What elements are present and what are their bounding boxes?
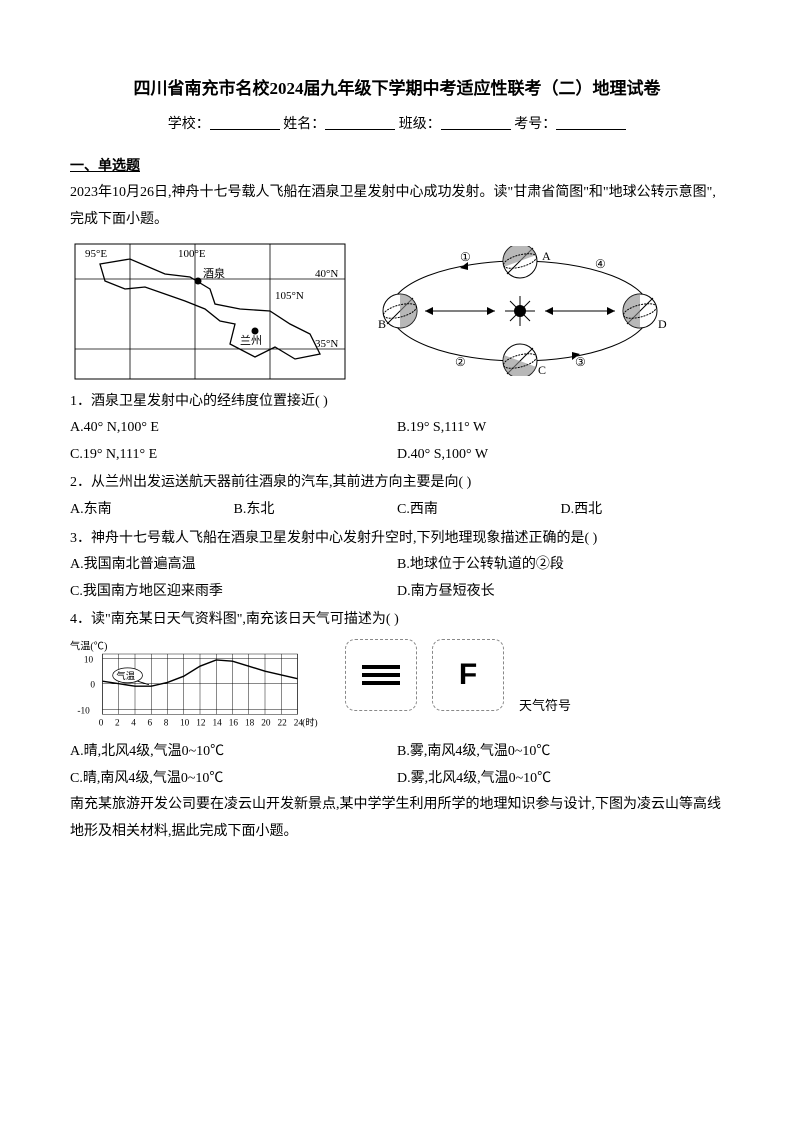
q4-figure-row: 气温(℃) 10 0 -10 024681012141618202224 (时)… bbox=[70, 639, 724, 734]
svg-text:95°E: 95°E bbox=[85, 248, 107, 260]
svg-text:兰州: 兰州 bbox=[240, 334, 262, 347]
q1-text: 1．酒泉卫星发射中心的经纬度位置接近( ) bbox=[70, 389, 724, 416]
weather-symbol-fog bbox=[345, 639, 417, 711]
q3-opt-c[interactable]: C.我国南方地区迎来雨季 bbox=[70, 579, 397, 606]
label-name: 姓名： bbox=[283, 117, 325, 132]
q1-opt-d[interactable]: D.40° S,100° W bbox=[397, 442, 724, 469]
q3-opt-d[interactable]: D.南方昼短夜长 bbox=[397, 579, 724, 606]
q1-opt-c[interactable]: C.19° N,111° E bbox=[70, 442, 397, 469]
svg-text:10: 10 bbox=[84, 655, 94, 665]
svg-text:6: 6 bbox=[148, 718, 153, 728]
q2-opt-a[interactable]: A.东南 bbox=[70, 497, 234, 524]
q4-options: A.晴,北风4级,气温0~10℃ B.雾,南风4级,气温0~10℃ C.晴,南风… bbox=[70, 739, 724, 792]
svg-text:2: 2 bbox=[115, 718, 120, 728]
svg-text:22: 22 bbox=[278, 718, 288, 728]
svg-text:4: 4 bbox=[131, 718, 136, 728]
q4-opt-d[interactable]: D.雾,北风4级,气温0~10℃ bbox=[397, 766, 724, 793]
svg-text:气温(℃): 气温(℃) bbox=[70, 639, 107, 652]
figure-row-1: 95°E 100°E 105°N 40°N 35°N 酒泉 兰州 bbox=[70, 239, 724, 384]
svg-text:②: ② bbox=[455, 355, 466, 369]
q3-text: 3．神舟十七号载人飞船在酒泉卫星发射中心发射升空时,下列地理现象描述正确的是( … bbox=[70, 526, 724, 553]
blank-school[interactable] bbox=[210, 113, 280, 130]
q1-opt-a[interactable]: A.40° N,100° E bbox=[70, 415, 397, 442]
q4-opt-c[interactable]: C.晴,南风4级,气温0~10℃ bbox=[70, 766, 397, 793]
gansu-map-figure: 95°E 100°E 105°N 40°N 35°N 酒泉 兰州 bbox=[70, 239, 350, 384]
q2-text: 2．从兰州出发运送航天器前往酒泉的汽车,其前进方向主要是向( ) bbox=[70, 470, 724, 497]
label-class: 班级： bbox=[399, 117, 441, 132]
svg-text:10: 10 bbox=[180, 718, 190, 728]
svg-text:(时): (时) bbox=[302, 716, 317, 728]
svg-text:100°E: 100°E bbox=[178, 248, 206, 260]
earth-orbit-figure: A B C D ① ② ③ ④ bbox=[370, 246, 670, 376]
svg-text:14: 14 bbox=[213, 718, 223, 728]
svg-text:③: ③ bbox=[575, 355, 586, 369]
q2-options: A.东南 B.东北 C.西南 D.西北 bbox=[70, 497, 724, 524]
q2-opt-b[interactable]: B.东北 bbox=[234, 497, 398, 524]
blank-name[interactable] bbox=[325, 113, 395, 130]
svg-text:C: C bbox=[538, 363, 546, 376]
q3-options: A.我国南北普遍高温 B.地球位于公转轨道的②段 C.我国南方地区迎来雨季 D.… bbox=[70, 552, 724, 605]
q3-opt-a[interactable]: A.我国南北普遍高温 bbox=[70, 552, 397, 579]
svg-text:B: B bbox=[378, 317, 386, 331]
weather-symbol-label: 天气符号 bbox=[519, 694, 571, 719]
temperature-chart: 气温(℃) 10 0 -10 024681012141618202224 (时)… bbox=[70, 639, 330, 734]
blank-examno[interactable] bbox=[556, 113, 626, 130]
q4-opt-b[interactable]: B.雾,南风4级,气温0~10℃ bbox=[397, 739, 724, 766]
intro-1: 2023年10月26日,神舟十七号载人飞船在酒泉卫星发射中心成功发射。读"甘肃省… bbox=[70, 180, 724, 233]
q1-opt-b[interactable]: B.19° S,111° W bbox=[397, 415, 724, 442]
q3-opt-b[interactable]: B.地球位于公转轨道的②段 bbox=[397, 552, 724, 579]
intro-2: 南充某旅游开发公司要在凌云山开发新景点,某中学学生利用所学的地理知识参与设计,下… bbox=[70, 792, 724, 845]
svg-text:35°N: 35°N bbox=[315, 338, 338, 350]
svg-text:8: 8 bbox=[164, 718, 169, 728]
q4-text: 4．读"南充某日天气资料图",南充该日天气可描述为( ) bbox=[70, 607, 724, 634]
svg-text:12: 12 bbox=[196, 718, 206, 728]
svg-text:0: 0 bbox=[99, 718, 104, 728]
section-1-heading: 一、单选题 bbox=[70, 154, 724, 181]
q4-opt-a[interactable]: A.晴,北风4级,气温0~10℃ bbox=[70, 739, 397, 766]
svg-text:①: ① bbox=[460, 250, 471, 264]
svg-text:气温: 气温 bbox=[116, 670, 135, 682]
weather-symbol-wind: F bbox=[432, 639, 504, 711]
svg-text:0: 0 bbox=[90, 680, 95, 690]
label-school: 学校： bbox=[168, 117, 210, 132]
q2-opt-c[interactable]: C.西南 bbox=[397, 497, 561, 524]
svg-text:④: ④ bbox=[595, 257, 606, 271]
label-examno: 考号： bbox=[514, 117, 556, 132]
q2-opt-d[interactable]: D.西北 bbox=[561, 497, 725, 524]
svg-text:-10: -10 bbox=[77, 706, 90, 716]
svg-text:105°N: 105°N bbox=[275, 290, 304, 302]
svg-text:A: A bbox=[542, 249, 551, 263]
svg-text:酒泉: 酒泉 bbox=[203, 266, 225, 280]
svg-text:D: D bbox=[658, 317, 667, 331]
svg-text:20: 20 bbox=[261, 718, 271, 728]
exam-title: 四川省南充市名校2024届九年级下学期中考适应性联考（二）地理试卷 bbox=[70, 75, 724, 102]
svg-text:40°N: 40°N bbox=[315, 268, 338, 280]
q1-options: A.40° N,100° E B.19° S,111° W C.19° N,11… bbox=[70, 415, 724, 468]
form-line: 学校： 姓名： 班级： 考号： bbox=[70, 112, 724, 139]
blank-class[interactable] bbox=[441, 113, 511, 130]
svg-text:18: 18 bbox=[245, 718, 255, 728]
svg-text:16: 16 bbox=[229, 718, 239, 728]
